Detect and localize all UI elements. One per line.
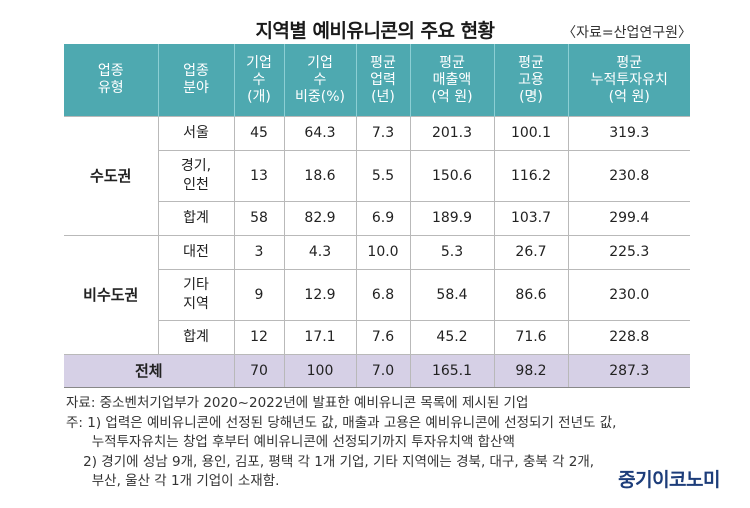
table-row: 경기, 인천 13 18.6 5.5 150.6 116.2 230.8 — [64, 150, 690, 202]
region-cell: 수도권 — [64, 116, 159, 236]
value-cell: 3 — [233, 235, 285, 270]
table-row: 비수도권 대전 3 4.3 10.0 5.3 26.7 225.3 — [64, 235, 690, 355]
brand-logo: 중기이코노미 — [618, 469, 720, 491]
footnotes: 자료: 중소벤처기업부가 2020~2022년에 발표한 예비유니콘 목록에 제… — [66, 394, 706, 492]
value-cell: 18.6 — [283, 150, 357, 202]
value-cell: 71.6 — [493, 320, 569, 355]
value-cell: 7.6 — [355, 320, 411, 355]
value-cell: 70 — [233, 354, 285, 388]
value-cell: 86.6 — [493, 269, 569, 321]
header-cell: 기업 수 (개) — [233, 44, 285, 117]
value-cell: 17.1 — [283, 320, 357, 355]
value-cell: 6.8 — [355, 269, 411, 321]
header-cell: 기업 수 비중(%) — [283, 44, 357, 117]
value-cell: 165.1 — [409, 354, 495, 388]
value-cell: 230.8 — [567, 150, 690, 202]
table-row: 수도권 서울 45 64.3 7.3 201.3 100.1 319.3 — [64, 116, 690, 236]
note-line: 주: 1) 업력은 예비유니콘에 선정된 당해년도 값, 매출과 고용은 예비유… — [66, 414, 617, 431]
total-row: 전체 70 100 7.0 165.1 98.2 287.3 — [64, 354, 690, 388]
value-cell: 100.1 — [493, 116, 569, 151]
value-cell: 103.7 — [493, 201, 569, 236]
value-cell: 299.4 — [567, 201, 690, 236]
value-cell: 189.9 — [409, 201, 495, 236]
header-cell: 평균 매출액 (억 원) — [409, 44, 495, 117]
value-cell: 58 — [233, 201, 285, 236]
value-cell: 12 — [233, 320, 285, 355]
header-cell: 평균 고용 (명) — [493, 44, 569, 117]
value-cell: 7.0 — [355, 354, 411, 388]
source-unit: 〈자료=산업연구원〉 — [562, 25, 692, 41]
value-cell: 9 — [233, 269, 285, 321]
field-cell: 대전 — [157, 235, 235, 270]
value-cell: 287.3 — [567, 354, 690, 388]
note-line: 2) 경기에 성남 9개, 용인, 김포, 평택 각 1개 기업, 기타 지역에… — [66, 453, 595, 470]
value-cell: 201.3 — [409, 116, 495, 151]
value-cell: 98.2 — [493, 354, 569, 388]
value-cell: 228.8 — [567, 320, 690, 355]
value-cell: 100 — [283, 354, 357, 388]
total-label: 전체 — [64, 354, 235, 388]
table-row: 합계 12 17.1 7.6 45.2 71.6 228.8 — [64, 320, 690, 355]
value-cell: 82.9 — [283, 201, 357, 236]
note-line: 부산, 울산 각 1개 기업이 소재함. — [66, 473, 280, 489]
value-cell: 319.3 — [567, 116, 690, 151]
region-cell: 비수도권 — [64, 235, 159, 355]
value-cell: 7.3 — [355, 116, 411, 151]
value-cell: 13 — [233, 150, 285, 202]
field-cell: 기타 지역 — [158, 269, 235, 321]
field-cell: 합계 — [158, 320, 235, 355]
value-cell: 6.9 — [355, 201, 411, 236]
header-row: 업종 유형 업종 분야 기업 수 (개) 기업 수 비중(%) 평균 업력 (년… — [64, 44, 690, 117]
value-cell: 64.3 — [283, 116, 357, 151]
value-cell: 58.4 — [409, 269, 495, 321]
value-cell: 116.2 — [493, 150, 569, 202]
field-cell: 경기, 인천 — [158, 150, 235, 202]
data-table: 업종 유형 업종 분야 기업 수 (개) 기업 수 비중(%) 평균 업력 (년… — [64, 44, 690, 388]
value-cell: 230.0 — [567, 269, 690, 321]
header-cell: 평균 업력 (년) — [355, 44, 411, 117]
value-cell: 26.7 — [493, 235, 569, 270]
field-cell: 합계 — [158, 201, 235, 236]
value-cell: 5.5 — [355, 150, 411, 202]
table-row: 기타 지역 9 12.9 6.8 58.4 86.6 230.0 — [64, 269, 690, 321]
field-cell: 서울 — [157, 116, 235, 151]
value-cell: 150.6 — [409, 150, 495, 202]
header-cell: 업종 유형 — [64, 44, 159, 117]
note-line: 자료: 중소벤처기업부가 2020~2022년에 발표한 예비유니콘 목록에 제… — [66, 395, 529, 411]
value-cell: 225.3 — [567, 235, 690, 270]
header-cell: 업종 분야 — [157, 44, 235, 117]
value-cell: 4.3 — [283, 235, 357, 270]
table-title: 지역별 예비유니콘의 주요 현황 — [255, 20, 495, 42]
note-line: 누적투자유치는 창업 후부터 예비유니콘에 선정되기까지 투자유치액 합산액 — [66, 434, 515, 450]
table-row: 합계 58 82.9 6.9 189.9 103.7 299.4 — [64, 201, 690, 236]
value-cell: 10.0 — [355, 235, 411, 270]
value-cell: 5.3 — [409, 235, 495, 270]
value-cell: 12.9 — [283, 269, 357, 321]
value-cell: 45 — [233, 116, 285, 151]
header-cell: 평균 누적투자유치 (억 원) — [567, 44, 690, 117]
value-cell: 45.2 — [409, 320, 495, 355]
